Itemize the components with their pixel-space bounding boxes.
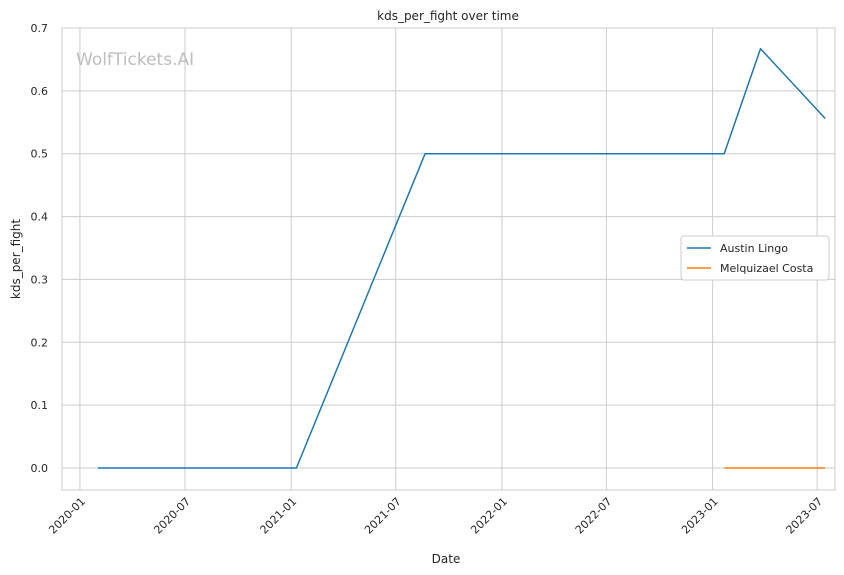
x-tick-label: 2020-07 — [151, 495, 193, 537]
y-tick-label: 0.0 — [31, 462, 49, 475]
series-group — [97, 47, 826, 469]
x-tick-label: 2023-07 — [784, 495, 826, 537]
y-tick-label: 0.4 — [31, 211, 49, 224]
y-ticks: 0.0 0.1 0.2 0.3 0.4 0.5 0.6 0.7 — [31, 22, 49, 475]
x-axis-label: Date — [432, 552, 461, 566]
x-tick-label: 2021-01 — [258, 495, 300, 537]
legend-label-melquizael-costa: Melquizael Costa — [720, 262, 813, 275]
legend-box — [680, 235, 830, 281]
x-tick-label: 2020-01 — [46, 495, 88, 537]
x-tick-label: 2021-07 — [362, 495, 404, 537]
legend-label-austin-lingo: Austin Lingo — [720, 242, 788, 255]
watermark: WolfTickets.AI — [76, 50, 194, 70]
y-tick-label: 0.7 — [31, 22, 49, 35]
x-tick-label: 2022-07 — [573, 495, 615, 537]
y-axis-label: kds_per_fight — [9, 219, 23, 300]
x-ticks: 2020-01 2020-07 2021-01 2021-07 2022-01 2022-… — [46, 495, 825, 537]
chart-title: kds_per_fight over time — [377, 9, 519, 23]
y-tick-label: 0.3 — [31, 273, 49, 286]
legend: Austin Lingo Melquizael Costa — [680, 235, 830, 281]
y-tick-label: 0.5 — [31, 148, 49, 161]
x-tick-label: 2022-01 — [468, 495, 510, 537]
y-tick-label: 0.6 — [31, 85, 49, 98]
y-tick-label: 0.2 — [31, 336, 49, 349]
y-tick-label: 0.1 — [31, 399, 49, 412]
series-line-austin-lingo — [97, 47, 826, 469]
x-tick-label: 2023-01 — [679, 495, 721, 537]
